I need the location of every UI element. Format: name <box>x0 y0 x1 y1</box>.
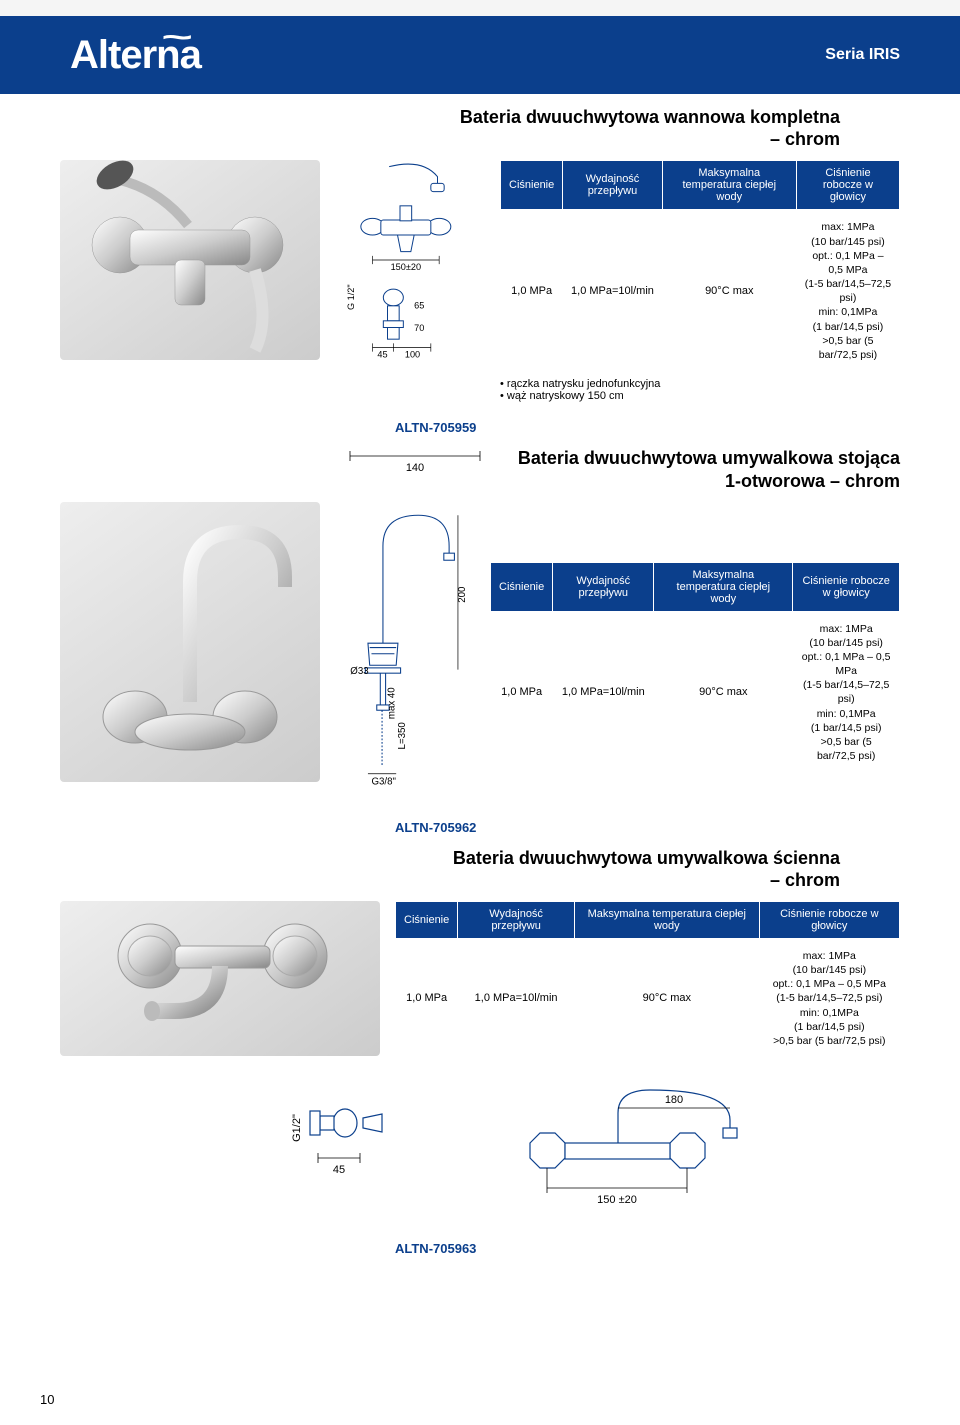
product-2-title: Bateria dwuuchwytowa umywalkowa stojąca <box>490 447 900 470</box>
product-3-sku: ALTN-705963 <box>0 1241 960 1256</box>
td-maxtemp: 90°C max <box>662 210 796 372</box>
svg-text:70: 70 <box>414 323 424 333</box>
svg-text:G1/2": G1/2" <box>291 1114 303 1142</box>
product-2-section: 140 Bateria dwuuchwytowa umywalkowa stoj… <box>0 435 960 801</box>
product-3-diagram-front: 180 150 ±20 <box>470 1078 790 1223</box>
product-3-subtitle: – chrom <box>60 870 840 891</box>
svg-text:200: 200 <box>457 585 468 602</box>
svg-text:150±20: 150±20 <box>391 262 422 272</box>
series-label: Seria IRIS <box>825 46 900 64</box>
th-maxtemp: Maksymalna temperatura ciepłej wody <box>662 161 796 210</box>
page-number: 10 <box>40 1392 54 1407</box>
svg-text:G 1/2": G 1/2" <box>346 285 356 311</box>
product-1-subtitle: – chrom <box>60 129 840 150</box>
product-2-spec-table: Ciśnienie Wydajność przepływu Maksymalna… <box>490 562 900 774</box>
product-3-diagram-side: G1/2" 45 <box>290 1078 440 1223</box>
product-1-sku: ALTN-705959 <box>0 420 960 435</box>
svg-text:150 ±20: 150 ±20 <box>597 1194 637 1206</box>
td-pressure: 1,0 MPa <box>501 210 563 372</box>
svg-text:G3/8": G3/8" <box>371 776 396 787</box>
th-headpressure: Ciśnienie robocze w głowicy <box>796 161 899 210</box>
product-1-photo <box>60 160 320 360</box>
product-3-title: Bateria dwuuchwytowa umywalkowa ścienna <box>60 847 840 870</box>
svg-text:max 40: max 40 <box>386 686 397 718</box>
catalog-page: Alterna~ Seria IRIS Bateria dwuuchwytowa… <box>0 16 960 1425</box>
product-3-photo <box>60 901 380 1056</box>
svg-text:45: 45 <box>377 350 387 360</box>
svg-text:L=350: L=350 <box>397 721 408 749</box>
product-1-notes: rączka natrysku jednofunkcyjna wąż natry… <box>500 378 900 402</box>
product-1-diagram: 150±20 G 1/2" 65 70 45 100 <box>335 160 485 360</box>
product-1-spec-table: Ciśnienie Wydajność przepływu Maksymalna… <box>500 160 900 372</box>
product-3-section: Bateria dwuuchwytowa umywalkowa ścienna … <box>0 847 960 1224</box>
product-1-title: Bateria dwuuchwytowa wannowa kompletna <box>60 106 840 129</box>
product-2-sku: ALTN-705962 <box>0 820 960 835</box>
product-3-spec-table: Ciśnienie Wydajność przepływu Maksymalna… <box>395 901 900 1058</box>
product-2-photo <box>60 502 320 782</box>
product-2-subtitle: 1-otworowa – chrom <box>490 471 900 492</box>
svg-text:45: 45 <box>333 1164 345 1176</box>
svg-text:65: 65 <box>414 301 424 311</box>
svg-text:180: 180 <box>665 1094 683 1106</box>
th-pressure: Ciśnienie <box>501 161 563 210</box>
product-1-section: Bateria dwuuchwytowa wannowa kompletna –… <box>0 106 960 402</box>
brand-logo: Alterna~ <box>70 33 201 78</box>
svg-text:100: 100 <box>405 350 420 360</box>
td-flow: 1,0 MPa=10l/min <box>563 210 662 372</box>
svg-text:Ø33: Ø33 <box>350 666 368 677</box>
svg-text:140: 140 <box>406 462 424 474</box>
th-flow: Wydajność przepływu <box>563 161 662 210</box>
td-headpressure: max: 1MPa (10 bar/145 psi) opt.: 0,1 MPa… <box>796 210 899 372</box>
product-2-diagram: 200 Ø33 max 40 L=350 G3/8" <box>335 502 475 802</box>
header-band: Alterna~ Seria IRIS <box>0 16 960 94</box>
